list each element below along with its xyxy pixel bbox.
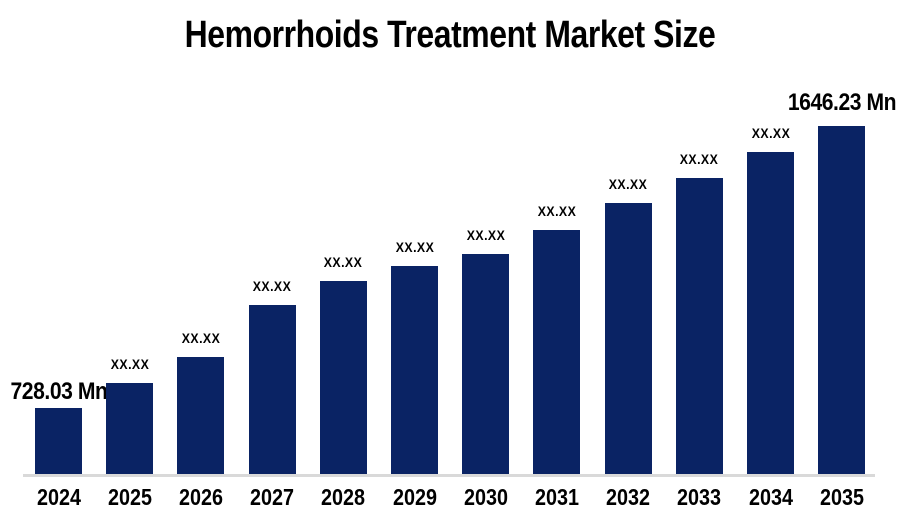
x-axis-tick-2033: 2033 bbox=[677, 484, 722, 510]
x-axis-tick-2030: 2030 bbox=[463, 484, 508, 510]
bar-value-label-2029: XX.XX bbox=[395, 239, 434, 256]
x-axis-tick-2028: 2028 bbox=[321, 484, 366, 510]
bar-2033 bbox=[675, 178, 723, 474]
x-axis-tick-2032: 2032 bbox=[606, 484, 651, 510]
x-axis-tick-2029: 2029 bbox=[392, 484, 437, 510]
x-axis-tick-2035: 2035 bbox=[819, 484, 864, 510]
bar-value-label-2034: XX.XX bbox=[751, 125, 790, 142]
bar-2025 bbox=[106, 383, 154, 474]
bar-2027 bbox=[248, 305, 296, 474]
bar-2024 bbox=[35, 408, 82, 474]
bar-value-label-2025: XX.XX bbox=[110, 356, 149, 373]
bar-value-label-2027: XX.XX bbox=[252, 278, 292, 295]
bar-value-label-2031: XX.XX bbox=[537, 203, 577, 220]
bar-value-label-2026: XX.XX bbox=[181, 330, 221, 347]
x-axis-tick-2034: 2034 bbox=[748, 484, 793, 510]
x-axis-tick-2025: 2025 bbox=[107, 484, 152, 510]
bar-2031 bbox=[533, 230, 581, 474]
bar-2034 bbox=[747, 152, 794, 474]
x-axis-line bbox=[23, 474, 875, 477]
x-axis-tick-2031: 2031 bbox=[534, 484, 579, 510]
x-axis-tick-2024: 2024 bbox=[36, 484, 81, 510]
bar-value-label-2030: XX.XX bbox=[466, 227, 505, 244]
bar-value-label-2035: 1646.23 Mn bbox=[787, 88, 897, 116]
bar-2030 bbox=[462, 254, 510, 474]
bar-2028 bbox=[319, 281, 367, 474]
x-axis-tick-2027: 2027 bbox=[250, 484, 295, 510]
x-axis-tick-2026: 2026 bbox=[178, 484, 223, 510]
bar-2032 bbox=[604, 203, 652, 474]
bar-2035 bbox=[818, 126, 866, 474]
chart-title: Hemorrhoids Treatment Market Size bbox=[184, 14, 716, 56]
bar-value-label-2032: XX.XX bbox=[608, 176, 648, 193]
bar-value-label-2024: 728.03 Mn bbox=[9, 377, 107, 405]
bar-value-label-2033: XX.XX bbox=[680, 151, 719, 168]
bar-value-label-2028: XX.XX bbox=[324, 254, 363, 271]
bar-2026 bbox=[177, 357, 225, 474]
bar-2029 bbox=[391, 266, 438, 474]
